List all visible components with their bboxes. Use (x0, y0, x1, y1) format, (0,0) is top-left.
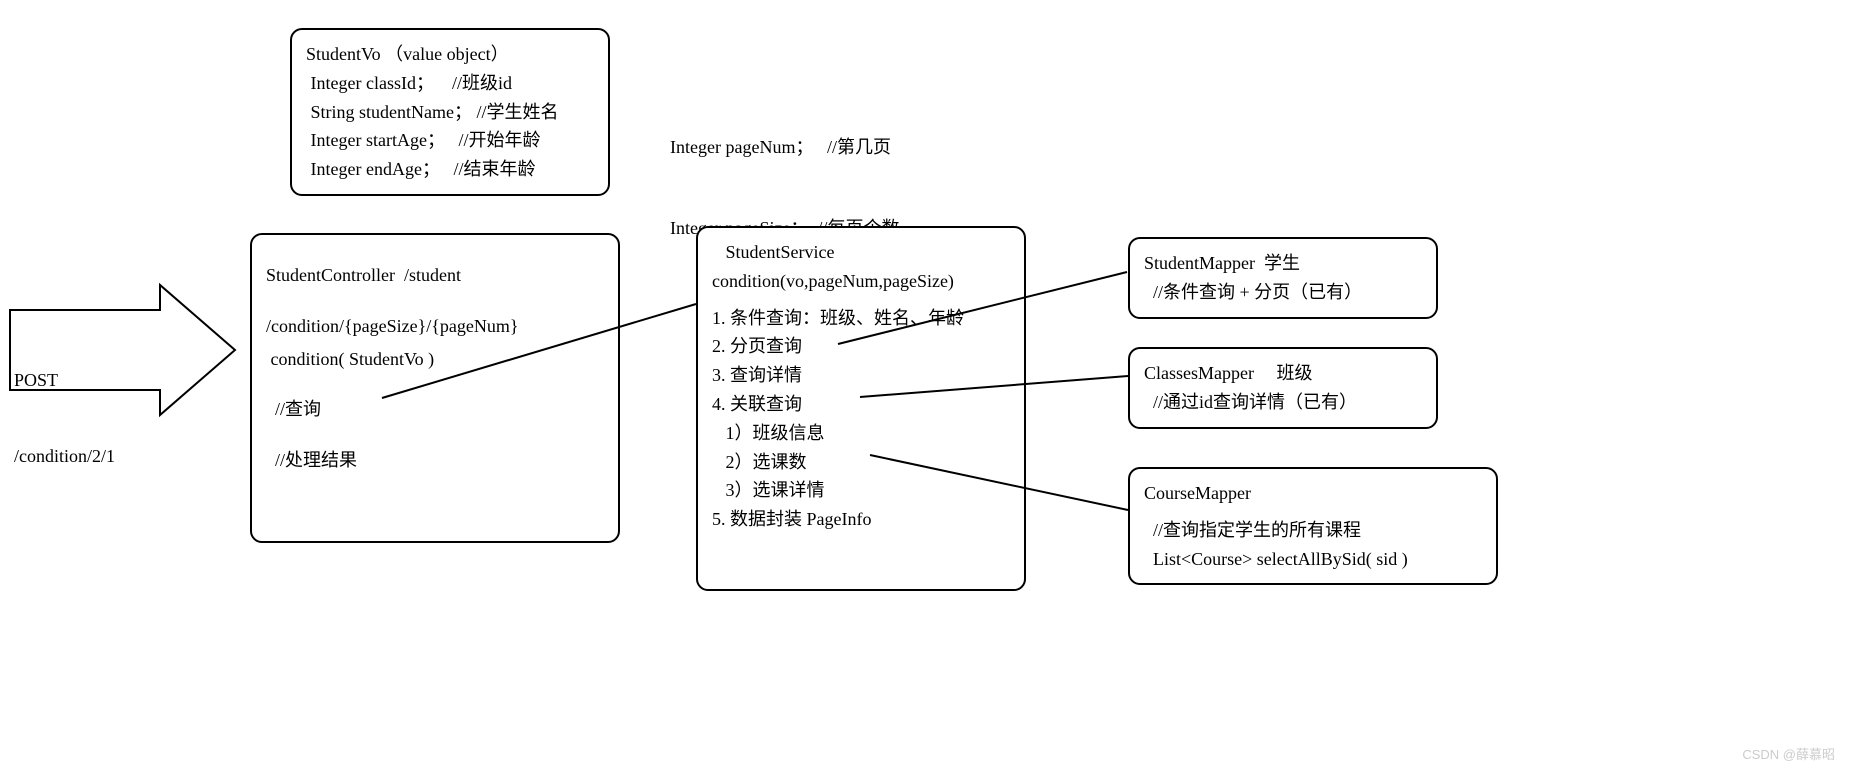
service-item-1: 2. 分页查询 (712, 332, 1010, 361)
vo-line-0: Integer classId； //班级id (306, 69, 594, 98)
watermark-text: CSDN @薛慕昭 (1742, 744, 1835, 763)
controller-comment1: //查询 (266, 395, 604, 424)
service-item-0: 1. 条件查询：班级、姓名、年龄 (712, 304, 1010, 333)
service-item-4: 1）班级信息 (712, 419, 1010, 448)
service-item-8: 5. 数据封装 PageInfo (712, 505, 1010, 534)
course-mapper-line2: List<Course> selectAllBySid( sid ) (1144, 545, 1482, 574)
service-subtitle: condition(vo,pageNum,pageSize) (712, 267, 1010, 296)
vo-title: StudentVo （value object） (306, 40, 594, 69)
controller-box: StudentController /student /condition/{p… (250, 233, 620, 543)
vo-line-2: Integer startAge； //开始年龄 (306, 126, 594, 155)
student-mapper-title: StudentMapper 学生 (1144, 249, 1422, 278)
arrow-line2: /condition/2/1 (14, 444, 115, 469)
arrow-line1: POST (14, 368, 115, 393)
classes-mapper-line1: //通过id查询详情（已有） (1144, 388, 1422, 417)
controller-title: StudentController /student (266, 261, 604, 290)
vo-line-3: Integer endAge； //结束年龄 (306, 155, 594, 184)
student-vo-box: StudentVo （value object） Integer classId… (290, 28, 610, 196)
service-item-6: 3）选课详情 (712, 476, 1010, 505)
service-box: StudentService condition(vo,pageNum,page… (696, 226, 1026, 591)
course-mapper-box: CourseMapper //查询指定学生的所有课程 List<Course> … (1128, 467, 1498, 585)
service-title: StudentService (712, 238, 1010, 267)
request-arrow-label: POST /condition/2/1 (14, 318, 115, 494)
course-mapper-line1: //查询指定学生的所有课程 (1144, 516, 1482, 545)
service-item-2: 3. 查询详情 (712, 361, 1010, 390)
classes-mapper-box: ClassesMapper 班级 //通过id查询详情（已有） (1128, 347, 1438, 429)
service-item-5: 2）选课数 (712, 448, 1010, 477)
controller-method: condition( StudentVo ) (266, 345, 604, 374)
controller-path: /condition/{pageSize}/{pageNum} (266, 312, 604, 341)
service-item-3: 4. 关联查询 (712, 390, 1010, 419)
student-mapper-line1: //条件查询 + 分页（已有） (1144, 278, 1422, 307)
student-mapper-box: StudentMapper 学生 //条件查询 + 分页（已有） (1128, 237, 1438, 319)
page-param-1: Integer pageNum； //第几页 (670, 134, 899, 161)
course-mapper-title: CourseMapper (1144, 479, 1482, 508)
vo-line-1: String studentName； //学生姓名 (306, 98, 594, 127)
classes-mapper-title: ClassesMapper 班级 (1144, 359, 1422, 388)
controller-comment2: //处理结果 (266, 446, 604, 475)
